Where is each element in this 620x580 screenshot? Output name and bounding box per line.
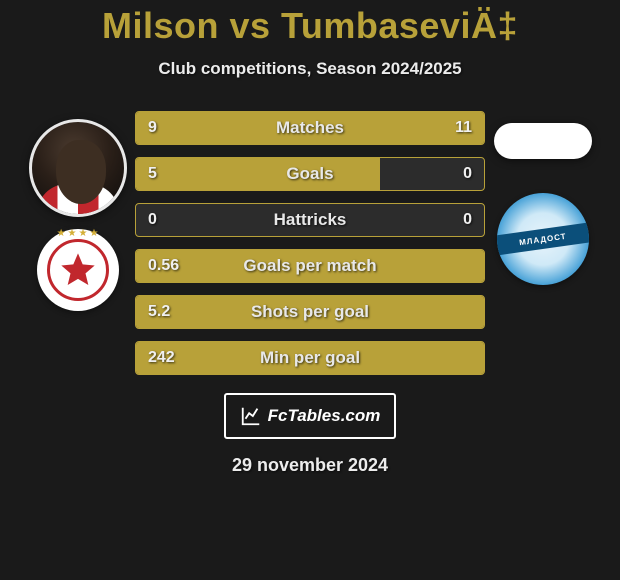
stat-bar: Goals5 0: [135, 157, 485, 191]
stat-bar: Min per goal242: [135, 341, 485, 375]
bar-label: Goals per match: [136, 256, 484, 276]
club-right-badge: МЛАДОСТ: [497, 193, 589, 285]
club-left-badge: ★ ★ ★ ★: [37, 229, 119, 311]
bar-value-left: 9: [148, 119, 157, 137]
bar-value-right: 0: [463, 165, 472, 183]
bar-label: Min per goal: [136, 348, 484, 368]
footer-date: 29 november 2024: [232, 455, 388, 476]
footer-brand-badge[interactable]: FcTables.com: [224, 393, 396, 439]
left-column: ★ ★ ★ ★: [20, 111, 135, 311]
bar-label: Goals: [136, 164, 484, 184]
bar-value-left: 0.56: [148, 257, 179, 275]
star-icon: ★: [89, 228, 98, 239]
player-left-avatar: [29, 119, 127, 217]
stat-bar: Hattricks0 0: [135, 203, 485, 237]
stat-bar: Goals per match0.56: [135, 249, 485, 283]
star-icon: ★: [57, 228, 66, 239]
star-icon: ★: [79, 228, 88, 239]
main-row: ★ ★ ★ ★ Matches911Goals50Hattricks00Goal…: [0, 111, 620, 375]
bar-value-right: 0: [463, 211, 472, 229]
bar-value-left: 5.2: [148, 303, 170, 321]
bar-value-left: 5: [148, 165, 157, 183]
stat-bar: Matches9 11: [135, 111, 485, 145]
bar-value-left: 242: [148, 349, 175, 367]
page-subtitle: Club competitions, Season 2024/2025: [158, 59, 461, 79]
comparison-bars: Matches911Goals50Hattricks00Goals per ma…: [135, 111, 485, 375]
bar-label: Matches: [136, 118, 484, 138]
star-icon: ★: [68, 228, 77, 239]
chart-icon: [240, 405, 262, 427]
player-right-avatar: [494, 123, 592, 159]
bar-label: Hattricks: [136, 210, 484, 230]
bar-value-left: 0: [148, 211, 157, 229]
page-title: Milson vs TumbaseviÄ‡: [102, 5, 518, 47]
right-column: МЛАДОСТ: [485, 111, 600, 285]
footer-brand-text: FcTables.com: [268, 406, 381, 426]
stat-bar: Shots per goal5.2: [135, 295, 485, 329]
club-left-badge-inner: ★ ★ ★ ★: [47, 239, 109, 301]
club-left-stars: ★ ★ ★ ★: [57, 228, 99, 239]
comparison-container: Milson vs TumbaseviÄ‡ Club competitions,…: [0, 0, 620, 580]
club-right-badge-inner: МЛАДОСТ: [497, 193, 589, 285]
star-icon: [58, 250, 98, 290]
bar-value-right: 11: [455, 119, 472, 137]
bar-label: Shots per goal: [136, 302, 484, 322]
player-left-face: [56, 140, 106, 204]
